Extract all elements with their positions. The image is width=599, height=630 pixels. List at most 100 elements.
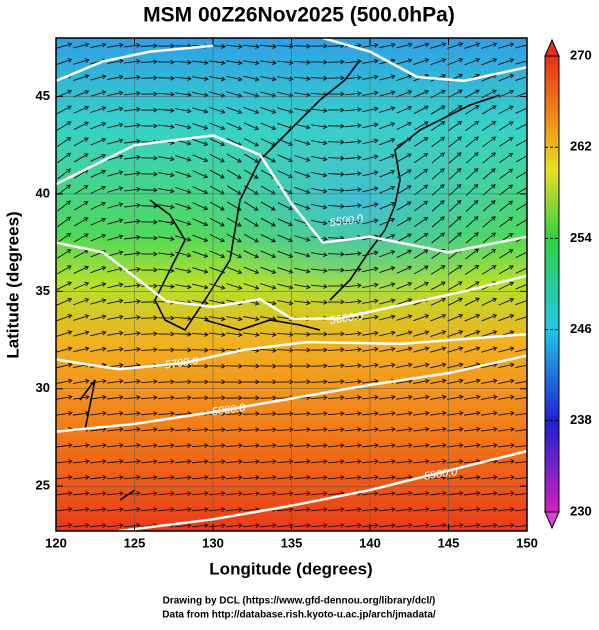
- wind-arrow: [124, 202, 141, 208]
- wind-arrow: [327, 283, 345, 289]
- wind-arrow: [464, 378, 481, 385]
- wind-arrow: [56, 475, 73, 480]
- wind-arrow: [498, 442, 515, 448]
- wind-arrow: [208, 427, 226, 433]
- wind-arrow: [413, 281, 429, 290]
- wind-arrow: [396, 217, 412, 227]
- wind-arrow: [379, 443, 396, 448]
- wind-arrow: [157, 43, 175, 49]
- wind-arrow: [379, 169, 396, 178]
- wind-arrow: [124, 154, 141, 160]
- wind-arrow: [498, 73, 515, 82]
- wind-arrow: [157, 347, 175, 353]
- wind-arrow: [260, 332, 277, 337]
- wind-arrow: [344, 283, 362, 288]
- wind-arrow: [175, 92, 192, 98]
- x-tick-label: 145: [438, 535, 460, 550]
- wind-arrow: [344, 123, 362, 128]
- wind-arrow: [208, 507, 226, 512]
- wind-arrow: [243, 106, 260, 114]
- wind-arrow: [57, 200, 72, 212]
- wind-arrow: [293, 523, 311, 528]
- wind-arrow: [413, 394, 430, 400]
- wind-arrow: [379, 138, 396, 146]
- wind-arrow: [157, 475, 175, 480]
- wind-arrow: [259, 379, 277, 385]
- wind-arrow: [157, 283, 175, 289]
- wind-arrow: [89, 507, 107, 512]
- wind-arrow: [174, 363, 192, 369]
- wind-arrow: [242, 363, 260, 369]
- wind-arrow: [73, 185, 89, 195]
- wind-arrow: [379, 217, 396, 226]
- wind-arrow: [259, 443, 277, 449]
- wind-arrow: [482, 168, 496, 180]
- wind-arrow: [140, 507, 158, 512]
- wind-arrow: [327, 155, 345, 161]
- wind-arrow: [225, 363, 243, 369]
- wind-arrow: [464, 410, 481, 416]
- wind-arrow: [310, 443, 328, 448]
- wind-arrow: [276, 459, 294, 464]
- wind-arrow: [327, 123, 345, 129]
- wind-arrow: [497, 523, 515, 528]
- wind-arrow: [124, 122, 141, 128]
- wind-arrow: [225, 411, 243, 417]
- wind-arrow: [191, 459, 209, 464]
- wind-arrow: [89, 459, 107, 464]
- wind-arrow: [311, 203, 328, 210]
- wind-arrow: [310, 427, 328, 433]
- wind-arrow: [175, 251, 192, 258]
- wind-arrow: [107, 282, 124, 289]
- contour-line: [56, 44, 214, 83]
- wind-arrow: [481, 105, 497, 115]
- wind-arrow: [498, 265, 514, 275]
- wind-arrow: [140, 171, 158, 177]
- wind-arrow: [158, 156, 175, 162]
- contour-line: [56, 134, 527, 254]
- wind-arrow: [73, 137, 89, 147]
- wind-arrow: [209, 122, 226, 131]
- wind-arrow: [89, 523, 107, 528]
- wind-arrow: [276, 491, 294, 496]
- wind-arrow: [430, 426, 447, 432]
- wind-arrow: [191, 363, 209, 369]
- wind-arrow: [260, 283, 277, 290]
- wind-arrow: [379, 394, 396, 400]
- wind-arrow: [464, 297, 480, 306]
- wind-arrow: [430, 410, 447, 416]
- wind-arrow: [90, 137, 107, 146]
- wind-arrow: [465, 167, 479, 180]
- wind-arrow: [192, 283, 209, 290]
- wind-arrow: [208, 363, 226, 369]
- wind-arrow: [431, 152, 445, 164]
- wind-arrow: [499, 137, 514, 147]
- wind-arrow: [107, 298, 124, 305]
- wind-arrow: [515, 153, 527, 163]
- wind-arrow: [106, 459, 124, 464]
- wind-arrow: [515, 249, 527, 259]
- wind-arrow: [73, 281, 90, 290]
- wind-arrow: [515, 461, 527, 464]
- wind-arrow: [56, 442, 73, 448]
- wind-arrow: [465, 152, 479, 164]
- wind-arrow: [260, 107, 277, 114]
- wind-arrow: [497, 491, 515, 496]
- wind-arrow: [174, 331, 192, 337]
- wind-arrow: [107, 202, 124, 209]
- wind-arrow: [499, 168, 514, 180]
- colorbar-tick-label: 270: [570, 47, 592, 62]
- wind-arrow: [192, 234, 209, 243]
- wind-arrow: [243, 60, 260, 66]
- wind-arrow: [157, 411, 175, 417]
- wind-arrow: [293, 475, 311, 480]
- wind-arrow: [158, 204, 175, 210]
- wind-arrow: [259, 459, 277, 465]
- wind-arrow: [327, 107, 345, 113]
- wind-arrow: [209, 138, 226, 147]
- wind-arrow: [396, 90, 413, 98]
- wind-arrow: [225, 507, 243, 512]
- wind-arrow: [123, 507, 141, 512]
- wind-arrow: [56, 314, 73, 322]
- wind-arrow: [140, 91, 158, 97]
